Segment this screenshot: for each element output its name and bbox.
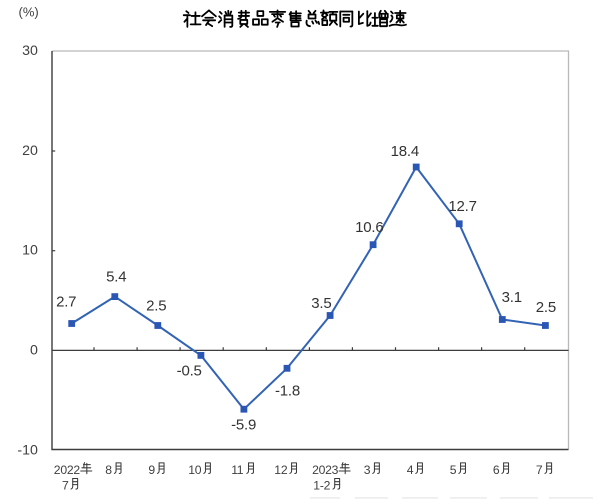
svg-text:11: 11: [231, 463, 244, 477]
svg-text:5: 5: [450, 463, 457, 477]
svg-text:7: 7: [62, 478, 69, 492]
svg-text:7: 7: [536, 463, 543, 477]
svg-text:10.6: 10.6: [355, 219, 383, 236]
svg-text:-10: -10: [17, 443, 38, 459]
svg-text:2.5: 2.5: [536, 299, 556, 316]
svg-text:3.1: 3.1: [502, 289, 522, 306]
svg-text:(%): (%): [19, 4, 39, 19]
svg-text:9: 9: [148, 463, 155, 477]
svg-text:0: 0: [30, 343, 38, 359]
svg-text:3: 3: [364, 463, 371, 477]
svg-text:8: 8: [105, 463, 112, 477]
svg-text:1-2: 1-2: [313, 478, 330, 492]
svg-text:10: 10: [22, 243, 38, 259]
svg-text:30: 30: [22, 43, 38, 59]
svg-text:-1.8: -1.8: [275, 383, 300, 400]
svg-text:10: 10: [188, 463, 202, 477]
svg-text:5.4: 5.4: [106, 269, 126, 286]
svg-text:2.7: 2.7: [56, 294, 76, 311]
svg-text:2.5: 2.5: [146, 298, 166, 315]
svg-text:-5.9: -5.9: [231, 417, 256, 434]
svg-text:6: 6: [493, 463, 500, 477]
svg-text:2022: 2022: [54, 463, 81, 477]
svg-text:4: 4: [407, 463, 414, 477]
svg-text:-0.5: -0.5: [177, 363, 202, 380]
svg-text:3.5: 3.5: [311, 295, 331, 312]
svg-text:12: 12: [274, 463, 288, 477]
svg-text:20: 20: [22, 143, 38, 159]
svg-text:12.7: 12.7: [448, 198, 476, 215]
svg-text:18.4: 18.4: [391, 143, 419, 160]
svg-text:2023: 2023: [312, 463, 339, 477]
